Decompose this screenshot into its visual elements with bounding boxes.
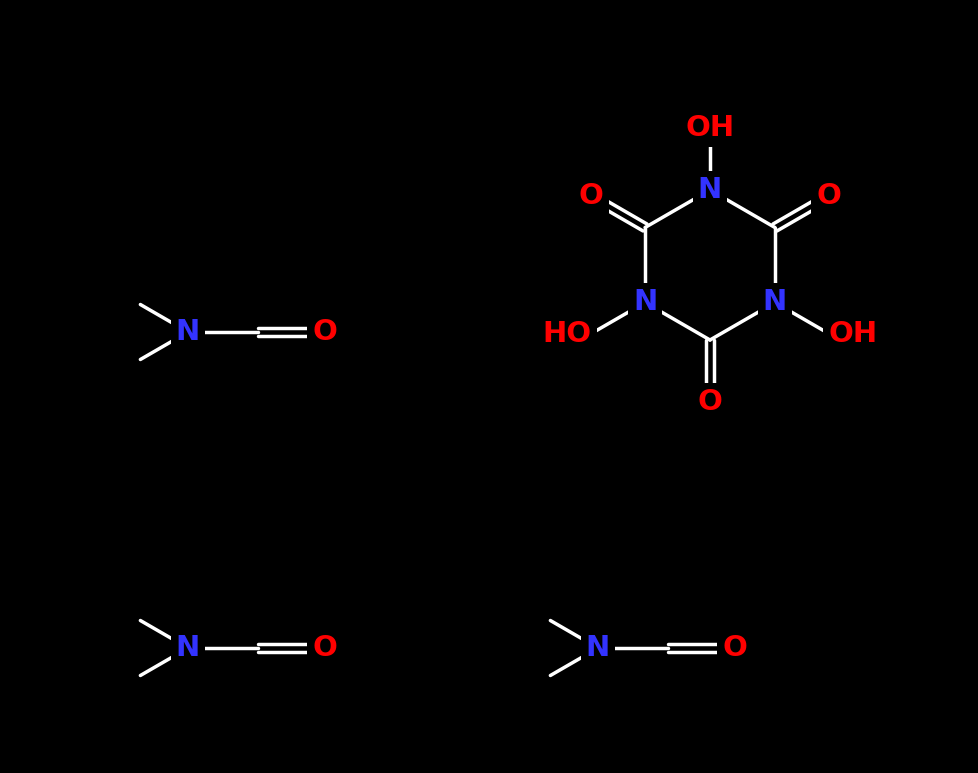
Text: O: O — [722, 634, 746, 662]
Text: N: N — [762, 288, 786, 316]
Text: O: O — [578, 182, 603, 210]
Text: HO: HO — [542, 319, 591, 348]
Text: O: O — [816, 182, 840, 210]
Text: N: N — [585, 634, 609, 662]
Text: O: O — [312, 634, 337, 662]
Text: N: N — [632, 288, 656, 316]
Text: OH: OH — [827, 319, 877, 348]
Text: N: N — [176, 318, 200, 346]
Text: N: N — [176, 634, 200, 662]
Text: N: N — [697, 176, 722, 204]
Text: O: O — [697, 388, 722, 416]
Text: O: O — [312, 318, 337, 346]
Text: OH: OH — [685, 114, 734, 142]
